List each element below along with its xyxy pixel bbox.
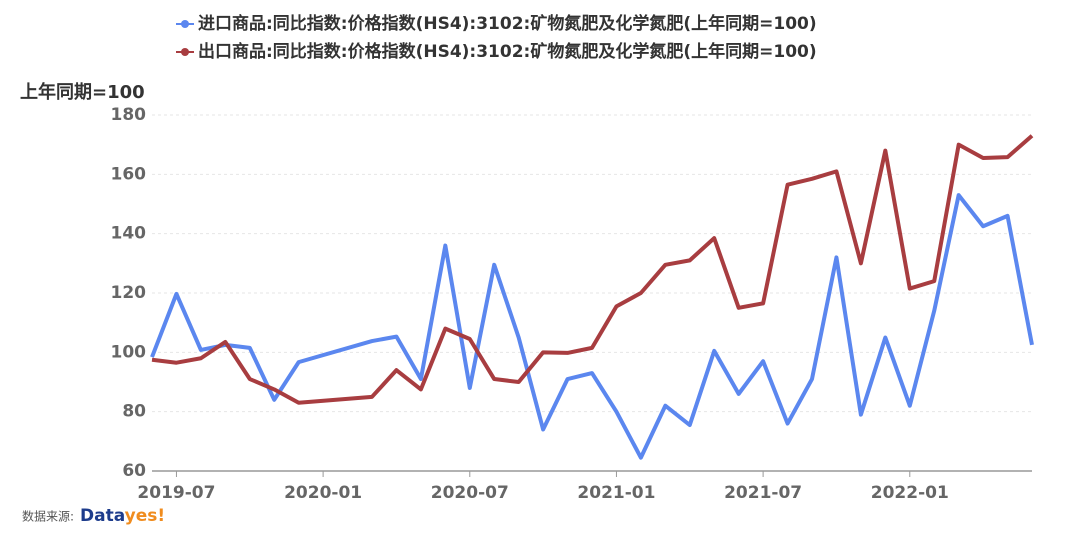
series-line — [151, 134, 1034, 405]
brand-part: Data — [80, 506, 125, 526]
series-line — [150, 193, 1034, 460]
x-tick-label: 2020-07 — [431, 483, 509, 503]
brand: Datayes! — [80, 506, 165, 526]
y-tick-label: 160 — [111, 164, 147, 184]
legend-label: 出口商品:同比指数:价格指数(HS4):3102:矿物氮肥及化学氮肥(上年同期=… — [198, 41, 817, 62]
x-tick-label: 2020-01 — [284, 483, 362, 503]
y-tick-label: 100 — [111, 342, 147, 362]
legend-marker — [181, 20, 189, 28]
legend-label: 进口商品:同比指数:价格指数(HS4):3102:矿物氮肥及化学氮肥(上年同期=… — [198, 13, 817, 34]
x-tick-label: 2021-01 — [577, 483, 655, 503]
brand-part: yes! — [125, 506, 165, 526]
y-tick-label: 80 — [122, 402, 146, 422]
y-axis-label: 上年同期=100 — [20, 81, 145, 103]
legend-marker — [181, 48, 189, 56]
x-tick-label: 2021-07 — [724, 483, 802, 503]
source-label: 数据来源: — [22, 509, 74, 524]
y-tick-label: 60 — [122, 461, 146, 481]
y-tick-label: 140 — [111, 224, 147, 244]
y-tick-label: 120 — [111, 283, 147, 303]
y-tick-label: 180 — [111, 105, 147, 125]
x-tick-label: 2019-07 — [137, 483, 215, 503]
x-tick-label: 2022-01 — [871, 483, 949, 503]
